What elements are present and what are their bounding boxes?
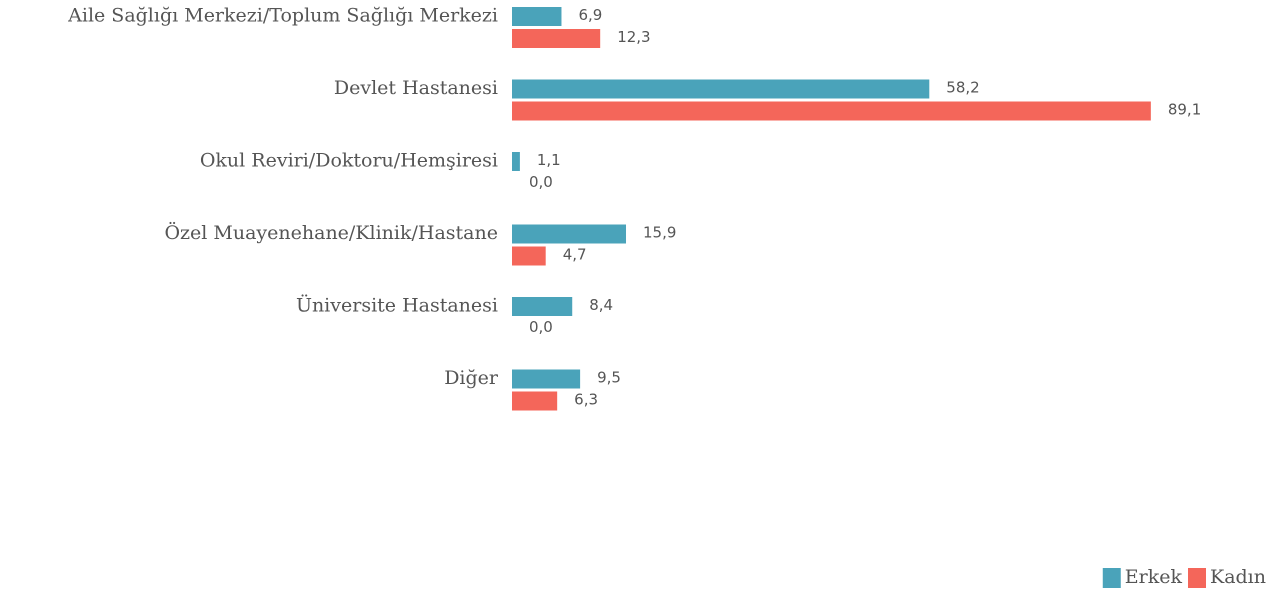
bar xyxy=(512,79,930,99)
value-label: 9,5 xyxy=(597,369,621,387)
legend-label: Erkek xyxy=(1125,566,1183,588)
category-label: Aile Sağlığı Merkezi/Toplum Sağlığı Merk… xyxy=(67,5,498,27)
value-label: 1,1 xyxy=(537,151,561,169)
bar xyxy=(512,297,573,316)
legend-label: Kadın xyxy=(1210,566,1266,588)
legend-swatch xyxy=(1102,568,1121,588)
bar xyxy=(512,7,562,26)
bar xyxy=(512,152,520,171)
bar xyxy=(512,391,558,411)
bar xyxy=(512,101,1151,121)
value-label: 6,9 xyxy=(578,6,602,24)
category-label: Özel Muayenehane/Klinik/Hastane xyxy=(164,221,498,244)
category-label: Üniversite Hastanesi xyxy=(296,294,498,317)
legend-swatch xyxy=(1188,568,1206,588)
value-label: 6,3 xyxy=(574,391,598,409)
value-label: 8,4 xyxy=(589,296,613,314)
category-label: Devlet Hastanesi xyxy=(334,77,498,99)
value-label: 15,9 xyxy=(643,224,676,242)
bar xyxy=(512,29,601,48)
value-label: 12,3 xyxy=(617,28,650,46)
bar xyxy=(512,246,546,266)
value-label: 0,0 xyxy=(529,173,553,191)
value-label: 4,7 xyxy=(563,246,587,264)
value-label: 89,1 xyxy=(1168,101,1201,119)
bar xyxy=(512,369,581,389)
value-label: 58,2 xyxy=(946,79,979,97)
category-label: Okul Reviri/Doktoru/Hemşiresi xyxy=(200,150,498,172)
category-label: Diğer xyxy=(444,367,499,389)
bar xyxy=(512,224,627,244)
value-label: 0,0 xyxy=(529,318,553,336)
